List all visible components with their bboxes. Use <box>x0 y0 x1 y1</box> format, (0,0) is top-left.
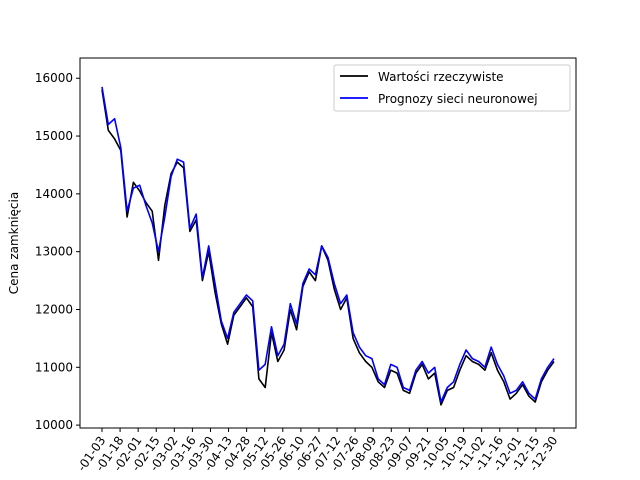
y-tick-label: 11000 <box>35 360 73 374</box>
y-tick-label: 16000 <box>35 71 73 85</box>
y-tick-label: 15000 <box>35 129 73 143</box>
x-axis-ticks: -01-03-01-18-02-01-02-15-03-02-03-16-03-… <box>75 428 560 474</box>
y-tick-label: 13000 <box>35 245 73 259</box>
y-tick-label: 12000 <box>35 302 73 316</box>
y-axis-label: Cena zamknięcia <box>7 192 21 294</box>
y-tick-label: 10000 <box>35 418 73 432</box>
legend-label-forecast: Prognozy sieci neuronowej <box>378 92 538 106</box>
y-tick-label: 14000 <box>35 187 73 201</box>
series-lines <box>101 86 555 406</box>
legend-box <box>333 64 571 112</box>
plot-frame <box>79 57 577 429</box>
y-axis-ticks: 10000 11000 12000 13000 14000 15000 16000 <box>35 71 80 432</box>
series-line-forecast <box>101 86 555 403</box>
legend-label-actual: Wartości rzeczywiste <box>378 70 504 84</box>
legend: Wartości rzeczywiste Prognozy sieci neur… <box>333 64 571 112</box>
series-line-actual <box>101 89 555 406</box>
